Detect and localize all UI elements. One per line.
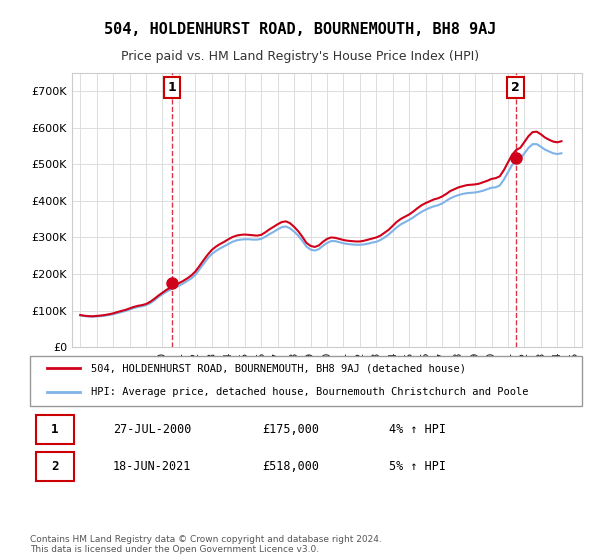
FancyBboxPatch shape xyxy=(35,451,74,480)
Text: 5% ↑ HPI: 5% ↑ HPI xyxy=(389,460,446,473)
Text: HPI: Average price, detached house, Bournemouth Christchurch and Poole: HPI: Average price, detached house, Bour… xyxy=(91,387,528,397)
Text: Contains HM Land Registry data © Crown copyright and database right 2024.
This d: Contains HM Land Registry data © Crown c… xyxy=(30,535,382,554)
Text: Price paid vs. HM Land Registry's House Price Index (HPI): Price paid vs. HM Land Registry's House … xyxy=(121,50,479,63)
Text: 2: 2 xyxy=(511,81,520,94)
FancyBboxPatch shape xyxy=(35,416,74,445)
FancyBboxPatch shape xyxy=(30,356,582,406)
Text: 504, HOLDENHURST ROAD, BOURNEMOUTH, BH8 9AJ: 504, HOLDENHURST ROAD, BOURNEMOUTH, BH8 … xyxy=(104,22,496,38)
Text: 4% ↑ HPI: 4% ↑ HPI xyxy=(389,423,446,436)
Text: 1: 1 xyxy=(51,423,59,436)
Text: £175,000: £175,000 xyxy=(262,423,319,436)
Text: 1: 1 xyxy=(167,81,176,94)
Text: 2: 2 xyxy=(51,460,59,473)
Text: 504, HOLDENHURST ROAD, BOURNEMOUTH, BH8 9AJ (detached house): 504, HOLDENHURST ROAD, BOURNEMOUTH, BH8 … xyxy=(91,363,466,373)
Text: 18-JUN-2021: 18-JUN-2021 xyxy=(113,460,191,473)
Text: £518,000: £518,000 xyxy=(262,460,319,473)
Text: 27-JUL-2000: 27-JUL-2000 xyxy=(113,423,191,436)
